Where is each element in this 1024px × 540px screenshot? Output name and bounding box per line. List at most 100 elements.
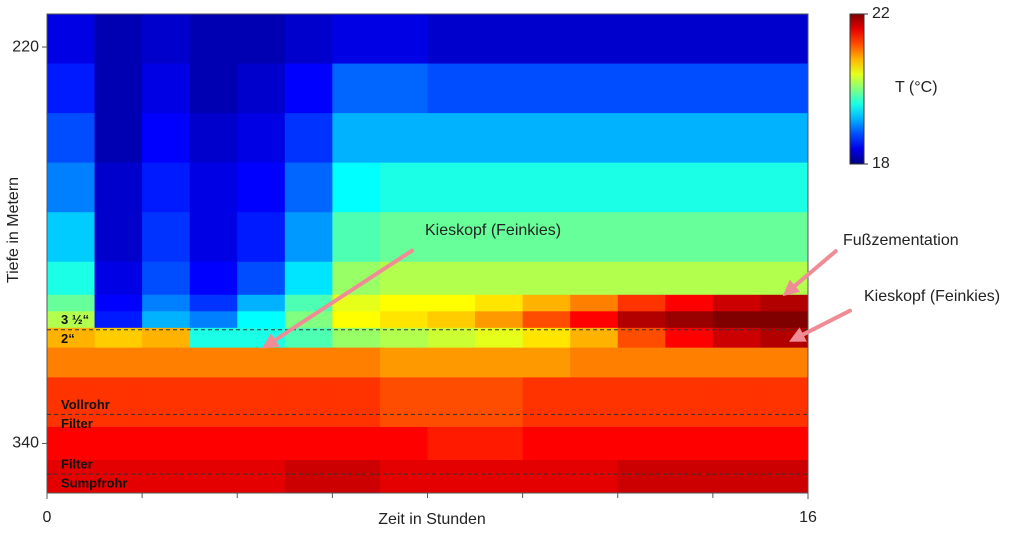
heat-cell	[617, 459, 666, 494]
heat-cell	[665, 327, 714, 349]
heat-cell	[47, 311, 96, 329]
heat-cell	[475, 212, 524, 263]
heat-cell	[284, 113, 333, 164]
heat-cell	[427, 14, 476, 65]
heat-cell	[570, 311, 619, 329]
heat-cell	[284, 327, 333, 349]
boundary-label-below: 2“	[61, 331, 75, 346]
heat-cell	[189, 426, 238, 461]
heat-cell	[665, 459, 714, 494]
heat-cell	[665, 311, 714, 329]
x-tick-label: 0	[43, 509, 52, 526]
heat-cell	[665, 113, 714, 164]
heat-cell	[475, 426, 524, 461]
heat-cell	[570, 327, 619, 349]
heat-cell	[379, 377, 428, 428]
heat-cell	[94, 63, 143, 114]
heat-cell	[570, 212, 619, 263]
heat-cell	[47, 377, 96, 428]
colorbar-tick-label: 18	[872, 155, 890, 172]
y-axis-title: Tiefe in Metern	[5, 177, 22, 283]
heat-cell	[142, 311, 191, 329]
heat-cell	[427, 311, 476, 329]
x-axis-title: Zeit in Stunden	[378, 511, 486, 528]
annotation-label: Fußzementation	[843, 232, 959, 249]
heat-cell	[284, 162, 333, 213]
heat-cell	[142, 14, 191, 65]
heat-cell	[522, 327, 571, 349]
heat-cell	[189, 327, 238, 349]
heat-cell	[570, 113, 619, 164]
heat-cell	[332, 327, 381, 349]
heat-cell	[47, 347, 96, 378]
boundary-label-above: Vollrohr	[61, 397, 110, 412]
heat-cell	[760, 162, 809, 213]
heat-cell	[142, 377, 191, 428]
heat-cell	[189, 261, 238, 296]
heat-cell	[427, 347, 476, 378]
heat-cell	[332, 261, 381, 296]
heat-cell	[142, 459, 191, 494]
heat-cell	[427, 377, 476, 428]
boundary-label-below: Sumpfrohr	[61, 476, 127, 491]
heatmap	[47, 14, 809, 494]
heat-cell	[379, 347, 428, 378]
heat-cell	[237, 459, 286, 494]
heat-cell	[47, 14, 96, 65]
heat-cell	[760, 347, 809, 378]
arrow-shaft	[273, 248, 414, 342]
heat-cell	[522, 261, 571, 296]
heat-cell	[522, 377, 571, 428]
heat-cell	[617, 162, 666, 213]
heat-cell	[570, 459, 619, 494]
heat-cell	[665, 63, 714, 114]
heat-cell	[189, 14, 238, 65]
heat-cell	[522, 426, 571, 461]
heat-cell	[332, 162, 381, 213]
arrow-head	[788, 327, 807, 342]
heat-cell	[284, 347, 333, 378]
heat-cell	[379, 113, 428, 164]
heat-cell	[142, 212, 191, 263]
colorbar-label: T (°C)	[895, 79, 938, 96]
heat-cell	[712, 426, 761, 461]
heat-cell	[712, 327, 761, 349]
heat-cell	[237, 162, 286, 213]
heat-cell	[237, 426, 286, 461]
heat-cell	[94, 459, 143, 494]
heat-cell	[94, 113, 143, 164]
heat-cell	[189, 63, 238, 114]
heat-cell	[94, 212, 143, 263]
heat-cell	[237, 113, 286, 164]
heat-cell	[522, 311, 571, 329]
heat-cell	[94, 14, 143, 65]
heat-cell	[475, 63, 524, 114]
heat-cell	[522, 294, 571, 312]
heat-cell	[475, 294, 524, 312]
heat-cell	[712, 261, 761, 296]
heat-cell	[237, 14, 286, 65]
heat-cell	[94, 294, 143, 312]
heat-cell	[189, 212, 238, 263]
heat-cell	[617, 426, 666, 461]
heat-cell	[189, 162, 238, 213]
heat-cell	[142, 162, 191, 213]
heat-cell	[142, 261, 191, 296]
heat-cell	[712, 63, 761, 114]
x-tick-label: 16	[799, 509, 817, 526]
heat-cell	[712, 162, 761, 213]
heat-cell	[332, 459, 381, 494]
heat-cell	[475, 14, 524, 65]
heat-cell	[94, 162, 143, 213]
heat-cell	[427, 63, 476, 114]
heat-cell	[47, 113, 96, 164]
heat-cell	[760, 14, 809, 65]
boundary-label-above: 3 ½“	[61, 312, 89, 327]
heat-cell	[475, 377, 524, 428]
heat-cell	[617, 327, 666, 349]
heat-cell	[332, 426, 381, 461]
heat-cell	[284, 294, 333, 312]
heat-cell	[475, 311, 524, 329]
heat-cell	[665, 212, 714, 263]
heat-cell	[475, 459, 524, 494]
